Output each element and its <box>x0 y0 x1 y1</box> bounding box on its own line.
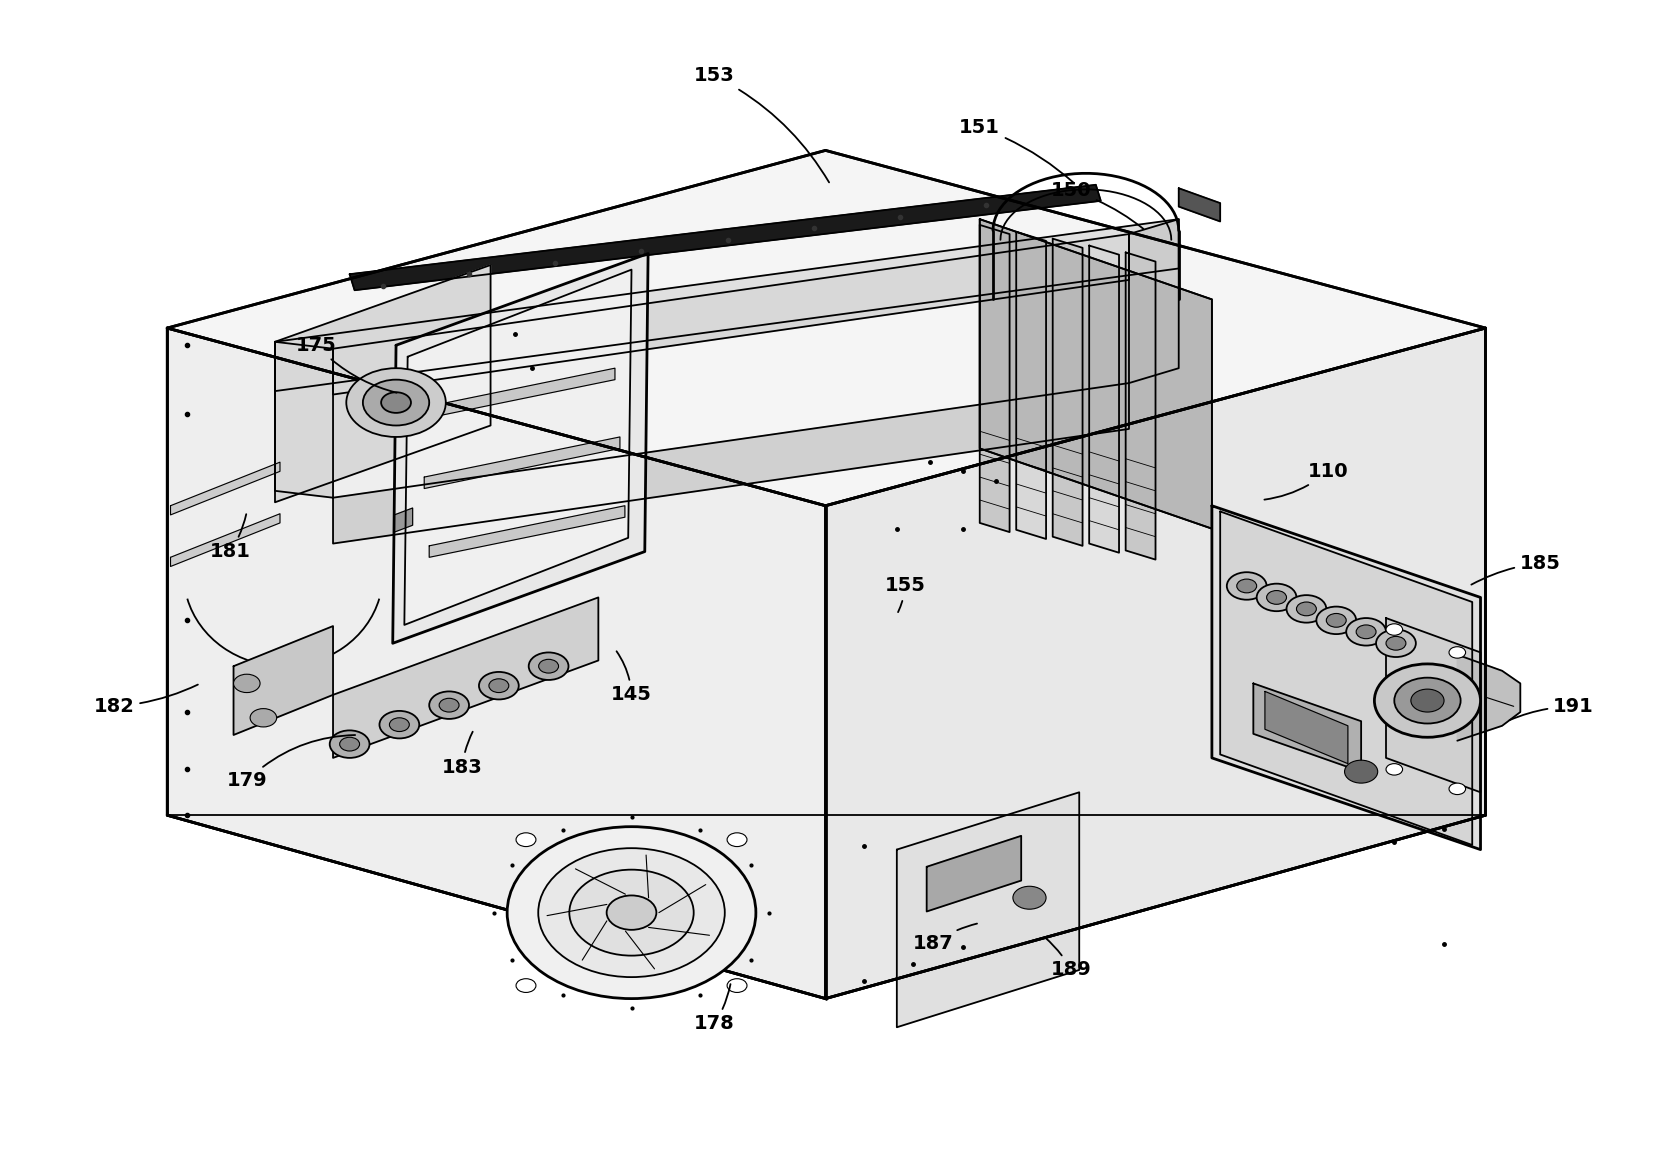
Polygon shape <box>171 514 281 566</box>
Text: 155: 155 <box>885 577 925 612</box>
Circle shape <box>1448 647 1465 658</box>
Circle shape <box>1375 630 1415 657</box>
Circle shape <box>389 718 409 732</box>
Circle shape <box>1317 607 1355 634</box>
Polygon shape <box>1254 684 1360 772</box>
Polygon shape <box>980 219 1213 529</box>
Polygon shape <box>1213 506 1480 849</box>
Polygon shape <box>404 270 631 625</box>
Text: 153: 153 <box>694 67 829 183</box>
Circle shape <box>1385 624 1402 635</box>
Polygon shape <box>392 254 648 643</box>
Text: 150: 150 <box>1051 182 1143 229</box>
Polygon shape <box>980 225 1010 532</box>
Polygon shape <box>349 185 1101 291</box>
Circle shape <box>1385 637 1405 650</box>
Circle shape <box>379 711 419 739</box>
Polygon shape <box>1385 618 1480 793</box>
Text: 189: 189 <box>1045 938 1091 979</box>
Circle shape <box>1448 784 1465 795</box>
Polygon shape <box>334 383 1129 543</box>
Polygon shape <box>1017 232 1046 539</box>
Polygon shape <box>171 462 281 515</box>
Circle shape <box>362 379 429 425</box>
Polygon shape <box>419 368 615 419</box>
Text: 185: 185 <box>1472 554 1561 585</box>
Text: 145: 145 <box>611 651 653 704</box>
Text: 110: 110 <box>1264 462 1349 500</box>
Circle shape <box>538 660 558 673</box>
Polygon shape <box>927 835 1022 911</box>
Circle shape <box>1410 689 1443 712</box>
Text: 187: 187 <box>914 924 977 953</box>
Polygon shape <box>276 265 490 502</box>
Circle shape <box>728 833 747 847</box>
Polygon shape <box>334 597 598 758</box>
Circle shape <box>528 653 568 680</box>
Circle shape <box>380 392 410 412</box>
Polygon shape <box>394 508 412 532</box>
Circle shape <box>1227 572 1267 600</box>
Circle shape <box>1297 602 1317 616</box>
Polygon shape <box>826 329 1485 998</box>
Circle shape <box>728 979 747 993</box>
Text: 181: 181 <box>209 515 251 561</box>
Polygon shape <box>980 219 1213 529</box>
Text: 179: 179 <box>226 735 355 791</box>
Polygon shape <box>1179 188 1221 222</box>
Circle shape <box>517 833 537 847</box>
Circle shape <box>538 848 724 977</box>
Circle shape <box>331 731 369 758</box>
Circle shape <box>517 979 537 993</box>
Text: 151: 151 <box>960 118 1075 183</box>
Polygon shape <box>429 506 625 557</box>
Polygon shape <box>234 626 334 735</box>
Polygon shape <box>1221 511 1472 845</box>
Polygon shape <box>1090 246 1120 553</box>
Circle shape <box>1374 664 1480 738</box>
Polygon shape <box>1266 692 1347 764</box>
Circle shape <box>339 738 359 751</box>
Circle shape <box>345 368 445 437</box>
Circle shape <box>606 895 656 930</box>
Circle shape <box>429 692 468 719</box>
Polygon shape <box>1053 239 1083 546</box>
Circle shape <box>1385 764 1402 776</box>
Polygon shape <box>334 234 1129 394</box>
Circle shape <box>234 674 261 693</box>
Polygon shape <box>168 329 826 998</box>
Text: 175: 175 <box>296 336 397 393</box>
Circle shape <box>1394 678 1460 724</box>
Text: 182: 182 <box>93 685 198 716</box>
Circle shape <box>488 679 508 693</box>
Circle shape <box>251 709 277 727</box>
Polygon shape <box>276 341 334 498</box>
Polygon shape <box>168 151 1485 506</box>
Text: 191: 191 <box>1510 696 1595 720</box>
Circle shape <box>1267 591 1287 604</box>
Circle shape <box>507 826 756 998</box>
Circle shape <box>1344 761 1377 784</box>
Polygon shape <box>1457 655 1520 741</box>
Text: 183: 183 <box>442 732 483 777</box>
Circle shape <box>1325 614 1345 627</box>
Circle shape <box>1013 886 1046 909</box>
Circle shape <box>1345 618 1385 646</box>
Text: 178: 178 <box>694 985 734 1033</box>
Circle shape <box>1355 625 1375 639</box>
Polygon shape <box>424 437 620 488</box>
Polygon shape <box>897 793 1080 1027</box>
Circle shape <box>570 870 694 956</box>
Circle shape <box>1257 584 1297 611</box>
Polygon shape <box>394 370 412 394</box>
Circle shape <box>478 672 518 700</box>
Circle shape <box>1287 595 1325 623</box>
Polygon shape <box>1129 219 1179 383</box>
Polygon shape <box>1126 253 1156 560</box>
Polygon shape <box>276 219 1179 391</box>
Circle shape <box>439 699 458 712</box>
Circle shape <box>1237 579 1257 593</box>
